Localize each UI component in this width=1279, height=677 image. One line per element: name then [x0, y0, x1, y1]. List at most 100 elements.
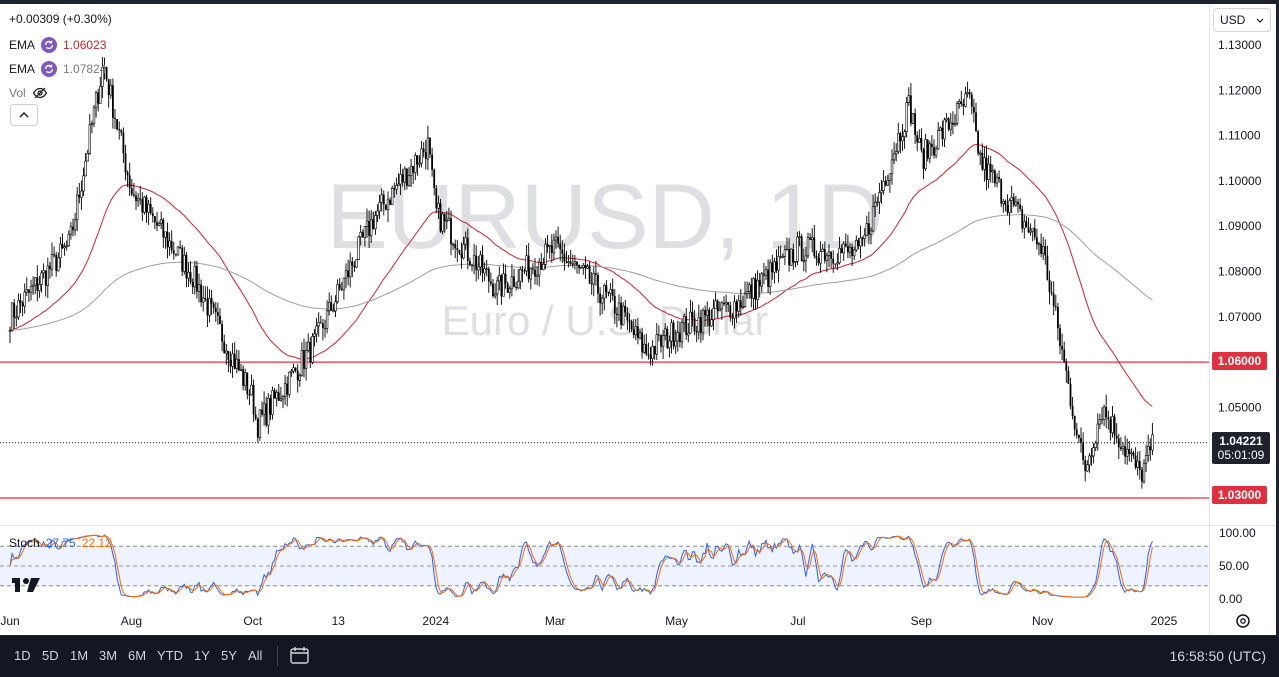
candle-up — [157, 223, 161, 226]
candle-down — [112, 85, 114, 118]
candle-down — [540, 262, 543, 270]
candle-up — [386, 199, 390, 211]
currency-select[interactable]: USD — [1213, 8, 1271, 32]
candle-up — [397, 183, 400, 186]
refresh-icon[interactable] — [41, 37, 58, 53]
candle-up — [821, 248, 824, 252]
candles[interactable] — [8, 56, 1154, 489]
candle-down — [53, 254, 55, 256]
candle-up — [777, 256, 780, 271]
candle-down — [695, 331, 698, 333]
candle-down — [492, 283, 494, 296]
price-tick-label: 1.08000 — [1218, 265, 1262, 279]
candle-up — [603, 285, 606, 299]
candle-down — [204, 297, 207, 299]
candle-up — [638, 332, 642, 339]
candle-down — [1109, 419, 1112, 433]
candle-down — [1052, 293, 1055, 307]
candle-up — [348, 261, 352, 278]
candle-down — [227, 351, 230, 360]
timeframe-1d[interactable]: 1D — [14, 648, 31, 663]
timeframe-5d[interactable]: 5D — [42, 648, 59, 663]
price-tick-label: 1.07000 — [1218, 310, 1262, 324]
candle-down — [1141, 469, 1143, 482]
ema-fast-legend[interactable]: EMA 1.06023 — [9, 37, 106, 53]
stoch-k-line[interactable] — [9, 534, 1153, 598]
candle-up — [317, 322, 320, 327]
candle-up — [1042, 246, 1045, 254]
candle-down — [107, 79, 110, 96]
stoch-tick-label: 50.00 — [1219, 559, 1249, 573]
candle-down — [1017, 201, 1019, 205]
candle-down — [151, 213, 154, 217]
volume-legend[interactable]: Vol — [9, 85, 48, 101]
candle-up — [863, 234, 866, 239]
candle-down — [443, 213, 446, 221]
candle-up — [894, 151, 898, 155]
candle-down — [431, 154, 433, 170]
timeframe-5y[interactable]: 5Y — [221, 648, 237, 663]
candle-up — [953, 123, 957, 125]
candle-up — [621, 305, 625, 326]
candle-down — [200, 284, 202, 303]
candle-up — [983, 157, 986, 170]
candle-up — [798, 236, 801, 238]
candle-down — [277, 392, 280, 401]
timeframe-6m[interactable]: 6M — [128, 648, 147, 663]
candle-down — [1080, 437, 1082, 443]
candle-down — [49, 265, 51, 270]
candle-up — [447, 217, 451, 221]
candle-up — [378, 202, 381, 212]
candle-up — [825, 255, 829, 261]
candle-down — [460, 253, 463, 259]
candle-up — [365, 220, 369, 227]
candle-up — [267, 397, 270, 426]
candle-up — [794, 261, 797, 263]
candle-down — [13, 302, 16, 318]
candle-up — [928, 143, 932, 159]
candle-down — [429, 137, 431, 155]
timeframe-ytd[interactable]: YTD — [157, 648, 183, 663]
candle-up — [892, 153, 896, 161]
candle-down — [731, 317, 734, 319]
stoch-d-line[interactable] — [9, 534, 1153, 598]
candle-up — [773, 261, 776, 273]
candle-down — [632, 329, 635, 335]
timeframe-1y[interactable]: 1Y — [194, 648, 210, 663]
date-range-icon[interactable] — [289, 645, 311, 665]
candle-down — [61, 244, 64, 248]
candle-down — [296, 370, 299, 381]
candle-up — [661, 335, 665, 347]
eye-hidden-icon[interactable] — [32, 85, 48, 101]
ema-fast-line[interactable] — [9, 143, 1153, 407]
candle-down — [214, 307, 217, 313]
timeframe-3m[interactable]: 3M — [99, 648, 118, 663]
candle-down — [1082, 442, 1084, 460]
utc-clock[interactable]: 16:58:50 (UTC) — [1169, 648, 1266, 664]
stoch-legend[interactable]: Stoch 27.75 22.12 — [9, 536, 112, 550]
gear-icon[interactable] — [1236, 614, 1250, 628]
ema-slow-line[interactable] — [9, 214, 1153, 331]
collapse-legend-button[interactable] — [10, 104, 38, 126]
tradingview-logo[interactable] — [12, 578, 40, 592]
candle-up — [50, 254, 54, 270]
candle-up — [82, 175, 85, 192]
candle-down — [685, 316, 688, 336]
timeframe-all[interactable]: All — [248, 648, 263, 663]
candle-down — [322, 323, 324, 329]
candle-up — [966, 92, 969, 95]
candle-down — [981, 153, 984, 170]
candle-down — [1105, 406, 1108, 417]
candle-down — [338, 284, 341, 289]
refresh-icon[interactable] — [41, 61, 58, 77]
candle-down — [561, 249, 564, 254]
candle-up — [651, 345, 654, 359]
ema-slow-legend[interactable]: EMA 1.07824 — [9, 61, 106, 77]
level-badge-high: 1.06000 — [1212, 352, 1267, 370]
timeframe-1m[interactable]: 1M — [70, 648, 89, 663]
candle-up — [147, 203, 150, 213]
candle-up — [183, 254, 186, 272]
candle-down — [439, 203, 442, 232]
candle-down — [1000, 179, 1003, 204]
